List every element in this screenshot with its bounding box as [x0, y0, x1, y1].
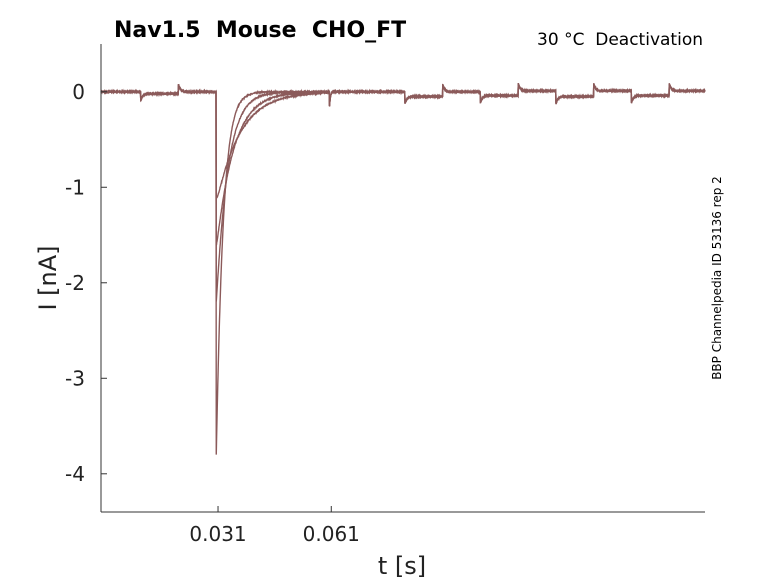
trace-line-4: [100, 83, 706, 200]
y-tick-label: -3: [65, 366, 85, 390]
trace-line-1: [100, 83, 706, 455]
y-tick-label: -4: [65, 462, 85, 486]
x-tick-label: 0.031: [189, 522, 246, 546]
trace-line-3: [100, 83, 706, 246]
y-tick-label: -1: [65, 175, 85, 199]
trace-group: [100, 82, 706, 455]
x-axis-label: t [s]: [377, 552, 427, 580]
y-tick-label: 0: [72, 80, 85, 104]
y-tick-label: -2: [65, 271, 85, 295]
axes-group: 0 -1 -2 -3 -4 0.031 0.061: [65, 44, 705, 546]
chart-subtitle: 30 °C Deactivation: [537, 30, 703, 50]
chart-title: Nav1.5 Mouse CHO_FT: [114, 18, 407, 43]
x-tick-label: 0.061: [303, 522, 360, 546]
trace-line-2: [100, 82, 706, 302]
